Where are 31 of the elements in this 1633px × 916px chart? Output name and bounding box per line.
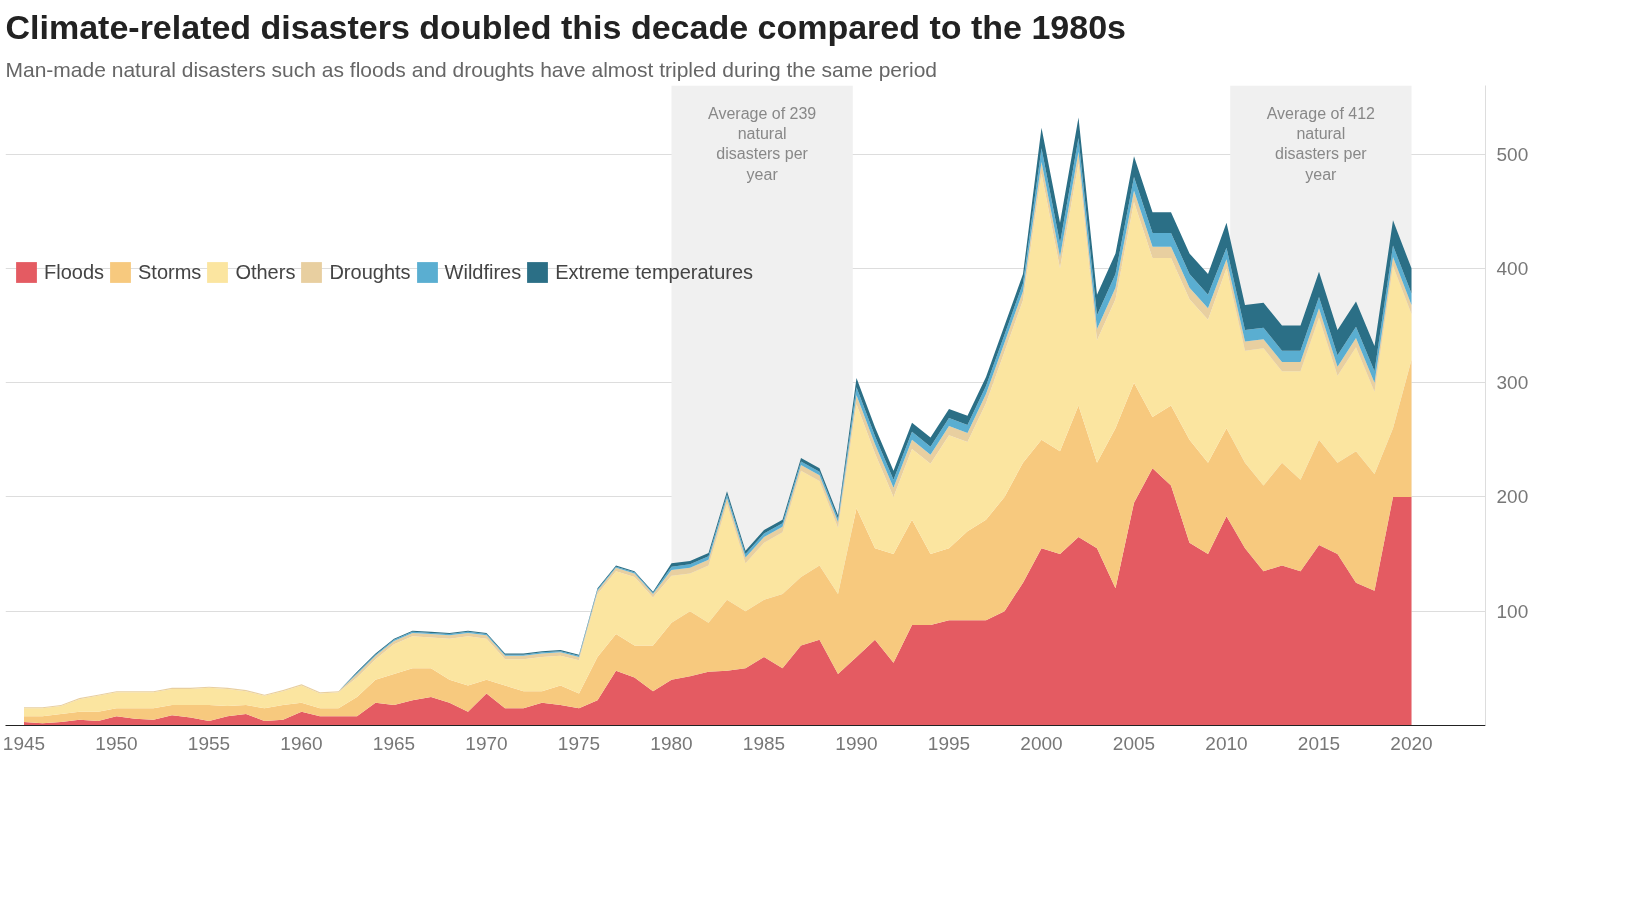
x-tick-label: 1985 (742, 732, 786, 754)
legend-label: Extreme temperatures (555, 260, 754, 284)
legend-label: Floods (44, 260, 105, 284)
x-tick-label: 1970 (465, 732, 508, 754)
x-tick-label: 2015 (1297, 732, 1341, 754)
x-tick-label: 2010 (1205, 732, 1248, 754)
y-tick-label: 300 (1496, 372, 1529, 394)
x-tick-label: 1965 (372, 732, 416, 754)
x-tick-label: 1950 (95, 732, 138, 754)
x-tick-label: 1995 (927, 732, 971, 754)
band-label: Average of 239 natural disasters per year (708, 104, 817, 183)
x-tick-label: 1975 (557, 732, 601, 754)
y-tick-label: 500 (1496, 143, 1529, 165)
legend-label: Others (235, 260, 296, 284)
legend-label: Droughts (329, 260, 411, 284)
x-tick-label: 2005 (1112, 732, 1156, 754)
chart-subtitle: Man-made natural disasters such as floods and droughts have almost tripled during the same period (5, 57, 938, 81)
chart-title: Climate-related disasters doubled this decade compared to the 1980s (5, 7, 1126, 46)
x-tick-label: 1945 (2, 732, 46, 754)
y-tick-label: 200 (1496, 486, 1529, 508)
x-tick-label: 2000 (1020, 732, 1063, 754)
legend-label: Storms (138, 260, 202, 284)
y-tick-label: 400 (1496, 257, 1529, 279)
x-tick-label: 1960 (280, 732, 323, 754)
x-tick-label: 1955 (187, 732, 231, 754)
x-tick-label: 1980 (650, 732, 693, 754)
band-label: Average of 412 natural disasters per year (1266, 104, 1376, 183)
x-tick-label: 1990 (835, 732, 878, 754)
legend-label: Wildfires (444, 260, 522, 284)
y-tick-label: 100 (1496, 600, 1529, 622)
x-tick-label: 2020 (1390, 732, 1433, 754)
